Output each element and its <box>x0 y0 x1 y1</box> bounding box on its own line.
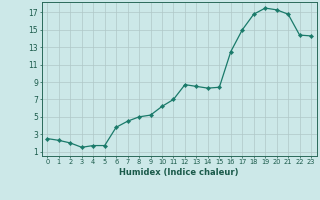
X-axis label: Humidex (Indice chaleur): Humidex (Indice chaleur) <box>119 168 239 177</box>
